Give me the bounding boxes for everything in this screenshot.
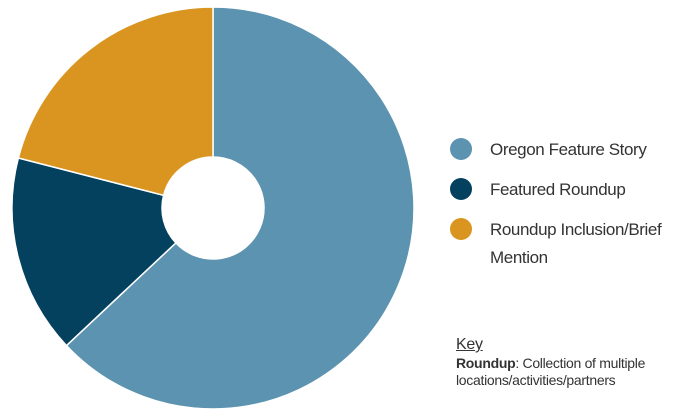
key: Key Roundup: Collection of multiple loca… [456,336,697,389]
key-definition: : Collection of multiple locations/activ… [456,355,646,388]
slice [17,6,214,197]
key-title: Key [456,336,483,353]
legend-label: Roundup Inclusion/Brief Mention [490,220,662,267]
slice [11,157,177,347]
legend-label: Oregon Feature Story [490,140,647,159]
legend-label: Featured Roundup [490,180,626,199]
legend-item: Oregon Feature Story [450,136,690,164]
legend-swatch [450,138,472,160]
legend-item: Featured Roundup [450,176,690,204]
slice [65,6,415,410]
legend-item: Roundup Inclusion/Brief Mention [450,216,690,272]
chart [11,6,415,410]
legend: Oregon Feature Story Featured Roundup Roun… [450,136,690,284]
legend-swatch [450,178,472,200]
legend-swatch [450,218,472,240]
key-term: Roundup [456,355,516,371]
